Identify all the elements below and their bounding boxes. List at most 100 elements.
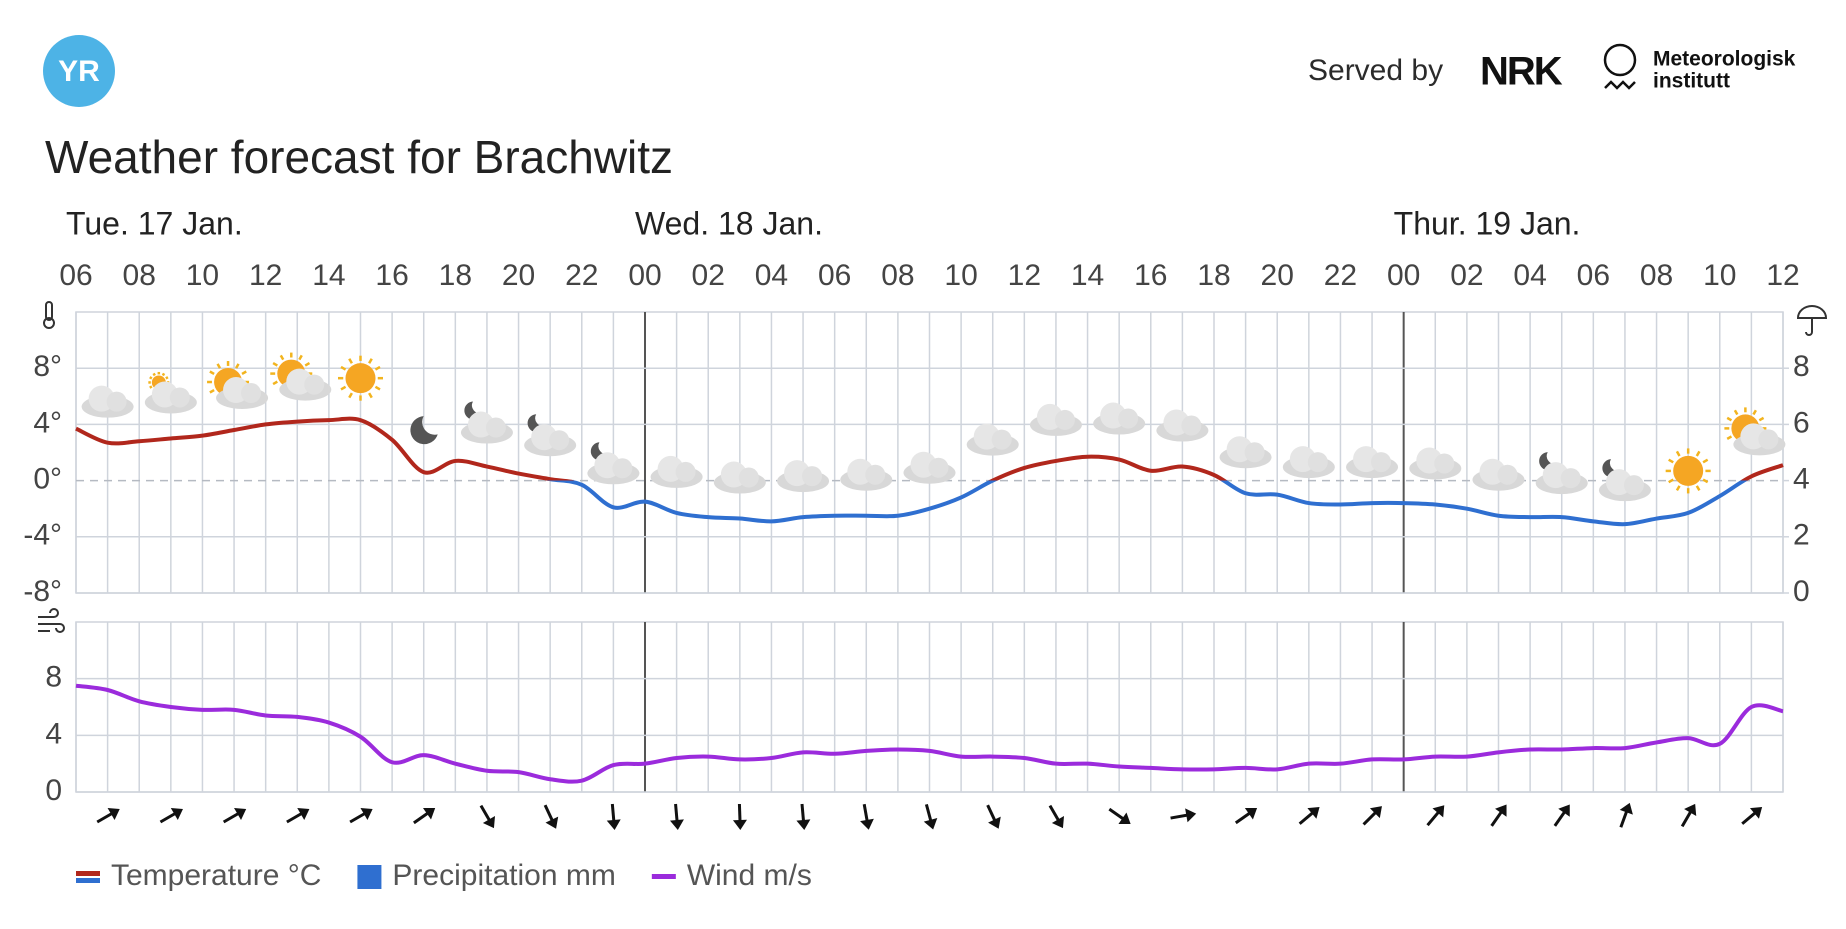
weather-symbol [1598, 459, 1651, 502]
arrow-head [107, 807, 120, 821]
arrow-head [1558, 804, 1570, 817]
y2-tick-label: 0 [1793, 575, 1810, 608]
cloud [1181, 415, 1202, 436]
weather-symbol [840, 458, 893, 491]
weather-symbol [1535, 452, 1588, 495]
sun-ray [216, 363, 222, 369]
arrow-head [1051, 815, 1065, 829]
legend-swatch [357, 865, 382, 889]
weather-symbol [1156, 409, 1209, 442]
arrow-head [234, 807, 247, 821]
legend-label: Temperature °C [111, 859, 321, 892]
sun-ray [1695, 450, 1701, 457]
weather-symbol [270, 352, 332, 401]
y2-tick-label: 8 [1793, 350, 1810, 383]
legend-label: Wind m/s [687, 859, 812, 892]
arrow-head [170, 807, 183, 821]
x-tick-label: 16 [375, 259, 408, 292]
sun-ray [241, 370, 247, 376]
cloud [1758, 429, 1779, 450]
arrow-head [988, 816, 1001, 829]
x-tick-label: 06 [1577, 259, 1610, 292]
sun-ray [1752, 409, 1757, 416]
y-tick-label: 0° [33, 463, 62, 496]
nrk-logo: NRK [1480, 50, 1563, 94]
met-logo-wave [1604, 80, 1636, 90]
sun-ray [209, 370, 215, 376]
sun-ray [1695, 485, 1701, 492]
wind-arrow [1426, 805, 1445, 827]
arrow-head [923, 818, 938, 830]
umbrella-icon [1796, 305, 1828, 336]
y-tick-label: 8° [33, 350, 62, 383]
weather-symbol [1724, 407, 1786, 456]
y-tick-label: -8° [23, 575, 62, 608]
weather-symbol [524, 414, 577, 457]
x-tick-label: 06 [59, 259, 92, 292]
weather-symbol [713, 461, 766, 494]
x-tick-label: 10 [1703, 259, 1736, 292]
cloud [1118, 408, 1139, 429]
cloud [1434, 453, 1455, 474]
weather-symbol [650, 455, 703, 488]
sun-ray [1733, 409, 1739, 416]
cloud [241, 383, 262, 404]
y-tick-label: -4° [23, 519, 62, 552]
wind-arrow [923, 804, 938, 830]
sun-ray [1726, 416, 1733, 422]
sun-ray [152, 372, 156, 377]
cloud [802, 466, 823, 487]
weather-symbol [1472, 458, 1525, 491]
cloud [485, 417, 506, 438]
arrow-head [1185, 808, 1197, 823]
sun-ray [374, 385, 381, 391]
x-tick-label: 10 [944, 259, 977, 292]
cloud [865, 464, 886, 485]
sun-ray [235, 363, 240, 369]
arrow-head [1619, 802, 1633, 815]
wind-arrow [1741, 807, 1763, 825]
x-tick-label: 14 [1071, 259, 1104, 292]
wind-arrow [1108, 807, 1131, 825]
cloud [1054, 409, 1075, 430]
sun-ray [374, 365, 381, 371]
sun-ray [340, 365, 347, 371]
legend-swatch [76, 871, 100, 876]
weather-symbol [1409, 447, 1462, 480]
wind-arrow [222, 807, 247, 824]
wind-arrow [413, 807, 436, 825]
legend-swatch [651, 874, 676, 879]
weather-symbol [338, 355, 383, 401]
sun-ray [272, 362, 278, 367]
wind-arrow [1619, 802, 1633, 828]
weather-symbol [144, 371, 197, 414]
y2-tick-label: 2 [1793, 519, 1810, 552]
y-tick-label: 4° [33, 406, 62, 439]
cloud [928, 457, 949, 478]
sun-ray [149, 385, 153, 389]
sun-ray [161, 372, 166, 377]
yr-logo [43, 35, 115, 107]
wind-arrow [796, 803, 811, 830]
arrow-head [360, 807, 373, 821]
day-label: Tue. 17 Jan. [66, 205, 243, 241]
sun-ray [279, 354, 285, 361]
wind-arrow [1680, 803, 1697, 828]
arrow-head [860, 818, 874, 830]
x-tick-label: 16 [1134, 259, 1167, 292]
wind-arrow [479, 804, 496, 829]
weather-symbol [207, 361, 269, 410]
sun-ray [1758, 416, 1765, 422]
day-label: Wed. 18 Jan. [635, 205, 823, 241]
arrow-head [1684, 803, 1697, 817]
arrow-head [1118, 812, 1131, 825]
cloud [1623, 475, 1644, 496]
weather-symbol [777, 460, 830, 493]
temperature-line [75, 416, 1784, 527]
met-name: institutt [1653, 70, 1730, 93]
cloud [549, 430, 570, 451]
wind-arrow [669, 803, 684, 830]
arrow-head [669, 819, 684, 830]
wind-arrow [1490, 804, 1507, 827]
